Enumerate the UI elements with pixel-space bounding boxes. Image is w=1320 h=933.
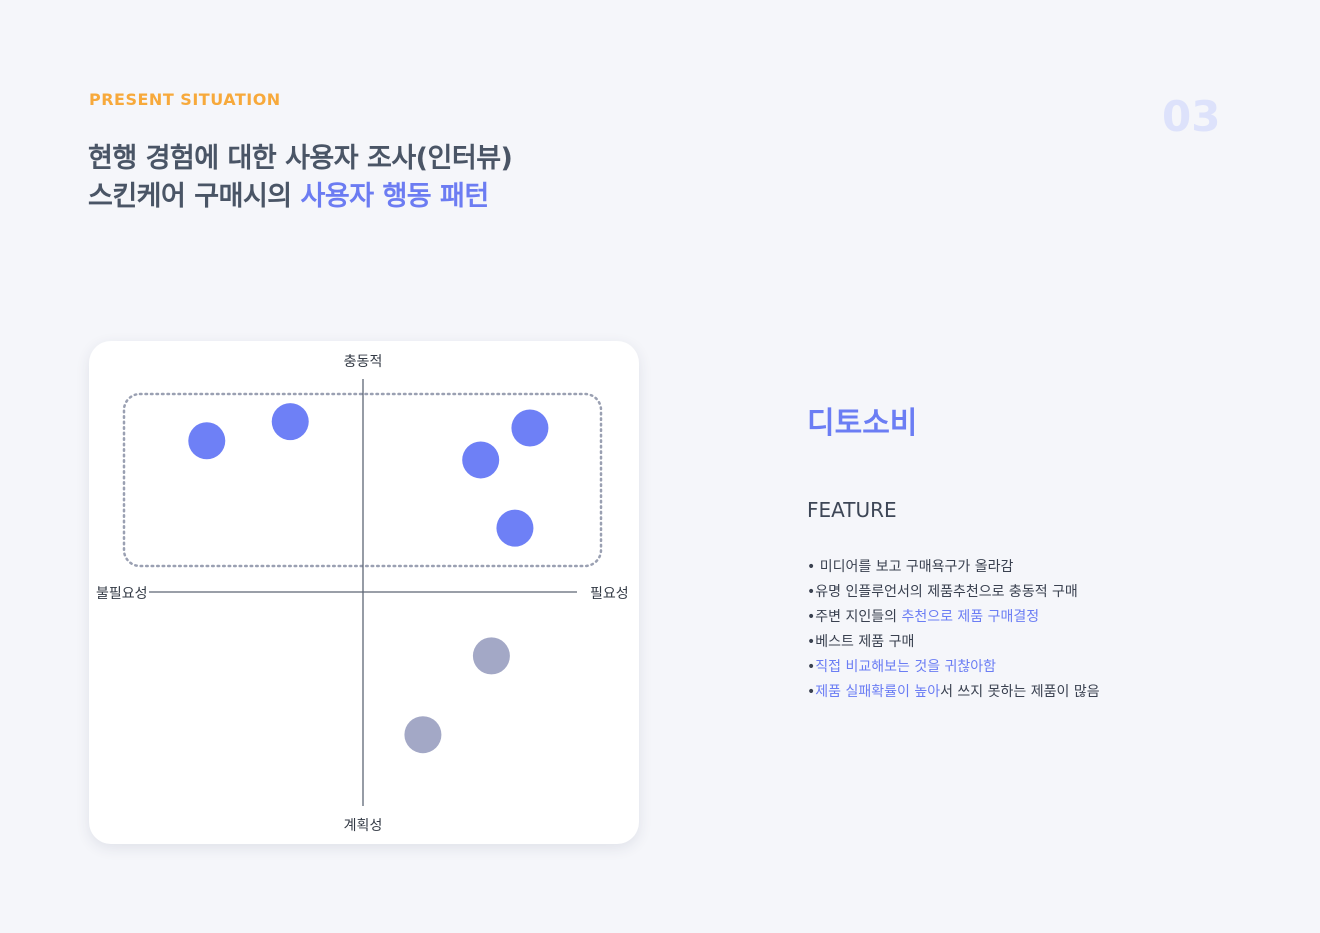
feature-highlight: 직접 비교해보는 것을 귀찮아함: [815, 659, 997, 675]
feature-bullet: •: [807, 584, 816, 600]
feature-bullet: •: [807, 684, 816, 700]
title-line-2-plain: 스킨케어 구매시의: [88, 181, 301, 212]
feature-bullet: •: [807, 609, 816, 625]
feature-bullet: •: [807, 559, 820, 575]
behavior-matrix-card: 충동적 계획성 불필요성 필요성: [89, 341, 639, 844]
matrix-point-7: [404, 716, 442, 754]
page-number: 03: [1162, 92, 1221, 141]
section-eyebrow: PRESENT SITUATION: [89, 90, 281, 109]
title-line-2: 스킨케어 구매시의 사용자 행동 패턴: [88, 178, 512, 216]
feature-bullet: •: [807, 659, 816, 675]
feature-plain: 유명 인플루언서의 제품추천으로 충동적 구매: [815, 584, 1078, 600]
matrix-point-5: [496, 509, 534, 547]
feature-item-4: •베스트 제품 구매: [807, 631, 1100, 656]
feature-plain: 주변 지인들의: [815, 609, 902, 625]
matrix-point-2: [271, 403, 309, 441]
page-title: 현행 경험에 대한 사용자 조사(인터뷰) 스킨케어 구매시의 사용자 행동 패…: [88, 140, 513, 216]
feature-plain: 베스트 제품 구매: [815, 634, 915, 650]
feature-item-6: •제품 실패확률이 높아서 쓰지 못하는 제품이 많음: [807, 681, 1100, 706]
feature-list: • 미디어를 보고 구매욕구가 올라감 •유명 인플루언서의 제품추천으로 충동적…: [807, 556, 1100, 706]
matrix-point-6: [472, 637, 510, 675]
axis-label-right: 필요성: [590, 586, 629, 602]
matrix-points: [188, 403, 549, 754]
feature-heading: FEATURE: [807, 498, 897, 522]
matrix-point-3: [462, 441, 500, 479]
feature-bullet: •: [807, 634, 816, 650]
feature-highlight: 제품 실패확률이 높아: [815, 684, 941, 700]
axis-label-bottom: 계획성: [343, 818, 383, 834]
feature-plain: 미디어를 보고 구매욕구가 올라감: [819, 559, 1014, 575]
behavior-matrix: [122, 379, 603, 806]
title-line-1: 현행 경험에 대한 사용자 조사(인터뷰): [88, 143, 513, 174]
axis-label-left: 불필요성: [96, 586, 148, 602]
feature-suffix: 서 쓰지 못하는 제품이 많음: [940, 684, 1100, 700]
feature-item-5: •직접 비교해보는 것을 귀찮아함: [807, 656, 1100, 681]
feature-item-3: •주변 지인들의 추천으로 제품 구매결정: [807, 606, 1100, 631]
title-line-2-highlight: 사용자 행동 패턴: [300, 181, 490, 212]
feature-item-1: • 미디어를 보고 구매욕구가 올라감: [807, 556, 1100, 581]
feature-item-2: •유명 인플루언서의 제품추천으로 충동적 구매: [807, 581, 1100, 606]
feature-highlight: 추천으로 제품 구매결정: [901, 609, 1040, 625]
axis-label-top: 충동적: [343, 354, 383, 370]
matrix-point-1: [188, 422, 226, 460]
matrix-point-4: [511, 409, 549, 447]
persona-title: 디토소비: [807, 406, 918, 441]
